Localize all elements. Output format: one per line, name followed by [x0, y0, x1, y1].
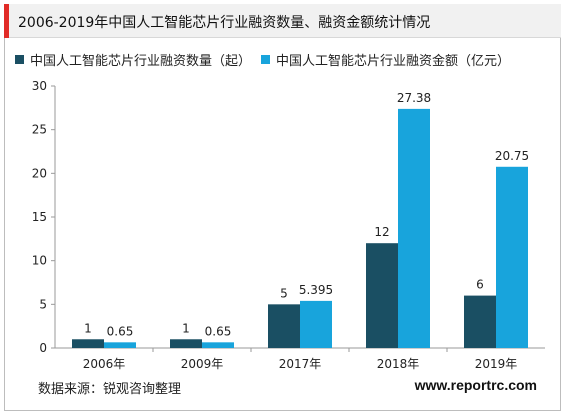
- bar-amount: [300, 300, 332, 348]
- bar-count: [366, 243, 398, 348]
- legend-item-amount: 中国人工智能芯片行业融资金额（亿元）: [261, 50, 510, 69]
- bar-amount: [104, 342, 136, 348]
- bar-count: [72, 339, 104, 348]
- x-tick-label: 2018年: [377, 357, 420, 371]
- x-tick-label: 2006年: [83, 357, 126, 371]
- data-label-amount: 0.65: [205, 324, 232, 338]
- bar-count: [268, 304, 300, 348]
- title-bar: [4, 4, 561, 38]
- data-label-count: 1: [84, 321, 92, 335]
- legend-label-count: 中国人工智能芯片行业融资数量（起）: [30, 54, 252, 69]
- bar-amount: [202, 342, 234, 348]
- bar-count: [170, 339, 202, 348]
- y-tick-label: 20: [32, 166, 47, 180]
- legend-item-count: 中国人工智能芯片行业融资数量（起）: [15, 50, 251, 69]
- source-note: 数据来源：锐观咨询整理: [38, 382, 182, 397]
- y-tick-label: 10: [32, 254, 47, 268]
- website-url: www.reportrc.com: [414, 377, 537, 393]
- data-label-count: 6: [476, 278, 484, 292]
- data-label-amount: 20.75: [495, 149, 529, 163]
- data-label-count: 12: [374, 225, 389, 239]
- bar-count: [464, 295, 496, 348]
- y-tick-label: 0: [39, 341, 47, 355]
- y-tick-label: 30: [32, 79, 47, 93]
- bar-amount: [398, 108, 430, 348]
- data-label-amount: 5.395: [299, 283, 333, 297]
- chart-title: 2006-2019年中国人工智能芯片行业融资数量、融资金额统计情况: [18, 15, 431, 31]
- data-label-count: 5: [280, 286, 288, 300]
- data-label-count: 1: [182, 321, 190, 335]
- x-tick-label: 2009年: [181, 357, 224, 371]
- y-tick-label: 5: [39, 297, 47, 311]
- y-tick-label: 15: [32, 210, 47, 224]
- y-tick-label: 25: [32, 123, 47, 137]
- x-tick-label: 2019年: [475, 357, 518, 371]
- x-tick-label: 2017年: [279, 357, 322, 371]
- legend-label-amount: 中国人工智能芯片行业融资金额（亿元）: [276, 54, 511, 69]
- data-label-amount: 27.38: [397, 91, 431, 105]
- legend-swatch-amount: [261, 55, 271, 64]
- bar-amount: [496, 166, 528, 348]
- data-label-amount: 0.65: [107, 324, 134, 338]
- legend: 中国人工智能芯片行业融资数量（起） 中国人工智能芯片行业融资金额（亿元）: [15, 50, 510, 69]
- title-accent-bar: [4, 4, 9, 38]
- legend-swatch-count: [15, 55, 24, 64]
